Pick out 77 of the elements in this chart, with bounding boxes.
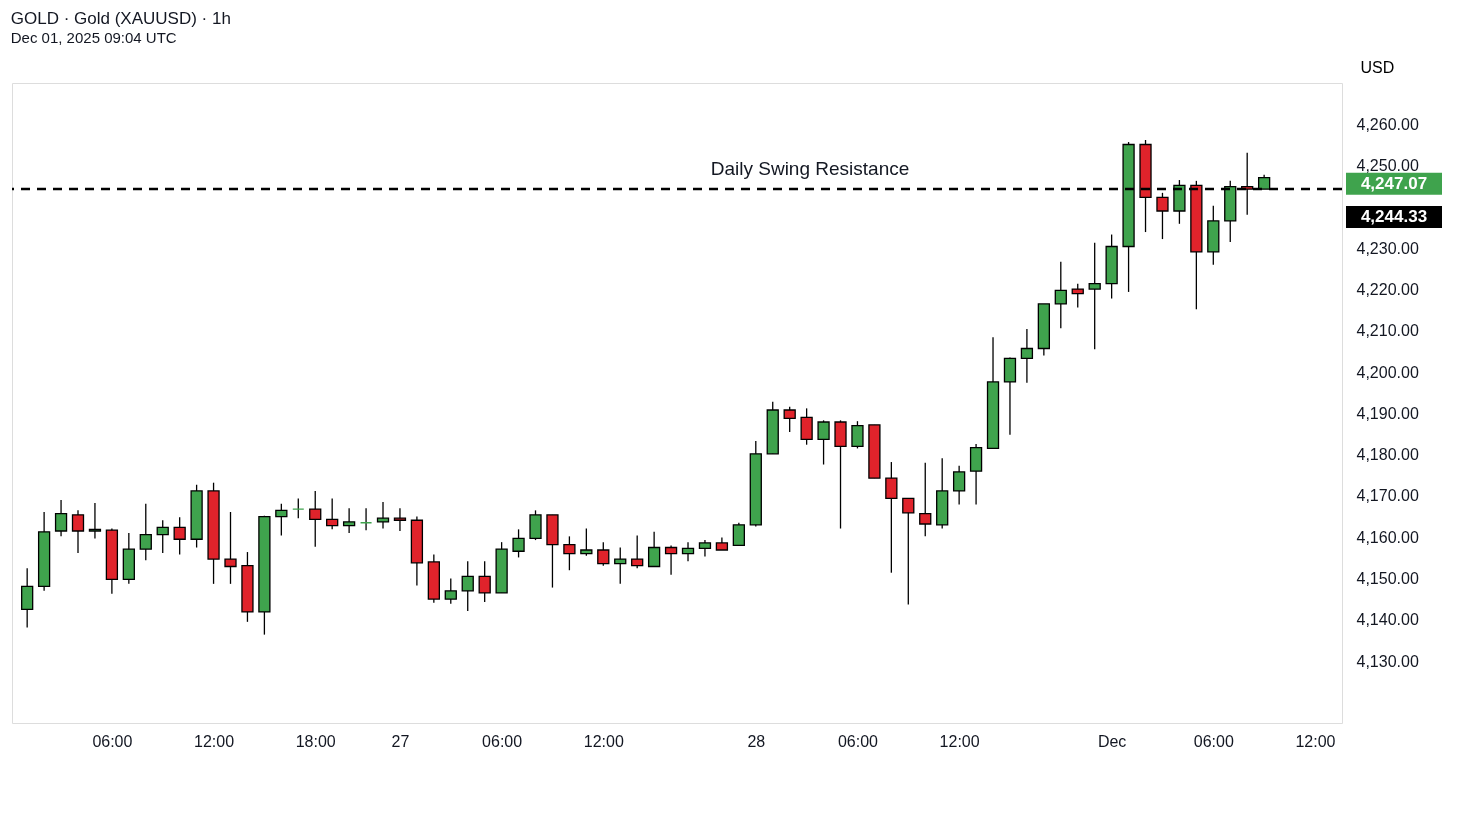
- x-tick-label: 27: [391, 732, 410, 750]
- y-tick-label: 4,190.00: [1356, 404, 1419, 422]
- candlestick: [732, 522, 745, 547]
- candlestick: [1088, 242, 1101, 350]
- candlestick: [71, 509, 85, 554]
- candlestick: [664, 544, 678, 576]
- x-tick-label: Dec: [1097, 732, 1127, 750]
- y-tick-label: 4,140.00: [1356, 611, 1419, 629]
- candlestick: [309, 490, 322, 548]
- candlestick: [614, 546, 627, 585]
- x-tick-label: 12:00: [1295, 732, 1336, 750]
- text: 4,247.07: [1360, 173, 1428, 193]
- chart-title: GOLD · Gold (XAUUSD) · 1h: [10, 9, 231, 28]
- candlestick: [580, 527, 593, 557]
- y-tick-label: 4,230.00: [1356, 239, 1419, 257]
- chart-subtitle: Dec 01, 2025 09:04 UTC: [10, 29, 177, 46]
- x-tick-label: 28: [747, 732, 766, 750]
- candlestick: [647, 531, 661, 568]
- candlestick: [800, 407, 813, 446]
- candlestick: [1003, 356, 1017, 436]
- candlestick: [359, 507, 373, 531]
- candlestick: [1071, 283, 1084, 309]
- x-tick-label: 06:00: [482, 732, 523, 750]
- candlestick: [139, 503, 152, 561]
- candlestick: [563, 535, 576, 571]
- candlestick: [21, 567, 34, 629]
- x-tick-label: 12:00: [939, 732, 980, 750]
- candlestick: [851, 420, 864, 450]
- candlestick: [461, 560, 474, 612]
- y-tick-label: 4,150.00: [1356, 569, 1419, 587]
- candlestick: [698, 539, 712, 558]
- text: 4,244.33: [1360, 206, 1428, 226]
- y-tick-label: 4,170.00: [1356, 487, 1419, 505]
- candlestick: [817, 419, 830, 466]
- candlestick: [224, 511, 237, 585]
- candlestick: [275, 503, 288, 537]
- candlestick: [885, 461, 898, 574]
- y-tick-label: 4,130.00: [1356, 652, 1419, 670]
- y-tick-label: 4,260.00: [1356, 115, 1419, 133]
- y-tick-label: 4,210.00: [1356, 322, 1419, 340]
- candlestick: [478, 560, 491, 603]
- candlestick: [919, 462, 932, 538]
- candlestick: [156, 519, 169, 554]
- x-tick-label: 06:00: [92, 732, 133, 750]
- candlestick: [902, 497, 915, 606]
- y-tick-label: 4,180.00: [1356, 446, 1419, 464]
- candlestick: [597, 541, 610, 567]
- candlestick: [783, 406, 796, 433]
- ref-line-label: Daily Swing Resistance: [710, 157, 910, 179]
- candlestick: [952, 465, 966, 506]
- candlestick: [54, 499, 68, 538]
- candlestick: [681, 541, 695, 562]
- candlestick: [631, 534, 644, 569]
- x-tick-label: 18:00: [295, 732, 336, 750]
- y-tick-label: 4,160.00: [1356, 528, 1419, 546]
- candlestick: [1156, 192, 1169, 240]
- candlestick: [512, 528, 525, 559]
- y-tick-label: 4,220.00: [1356, 280, 1419, 298]
- y-axis-title: USD: [1360, 58, 1395, 76]
- candlestick: [173, 516, 186, 556]
- x-tick-label: 06:00: [1193, 732, 1234, 750]
- candlestick: [326, 497, 339, 530]
- candlestick: [393, 507, 407, 532]
- candlestick: [1020, 328, 1034, 384]
- candlestick: [444, 577, 457, 605]
- candlestick: [969, 443, 983, 506]
- candlestick: [1054, 261, 1067, 329]
- candlestick: [529, 509, 542, 541]
- y-tick-label: 4,250.00: [1356, 157, 1419, 175]
- candlestick: [292, 497, 305, 519]
- candlestick: [88, 502, 102, 540]
- y-tick-label: 4,200.00: [1356, 363, 1419, 381]
- x-tick-label: 12:00: [583, 732, 624, 750]
- x-tick-label: 06:00: [837, 732, 879, 750]
- candlestick: [342, 507, 356, 534]
- x-tick-label: 12:00: [194, 732, 235, 750]
- candlestick: [376, 501, 390, 530]
